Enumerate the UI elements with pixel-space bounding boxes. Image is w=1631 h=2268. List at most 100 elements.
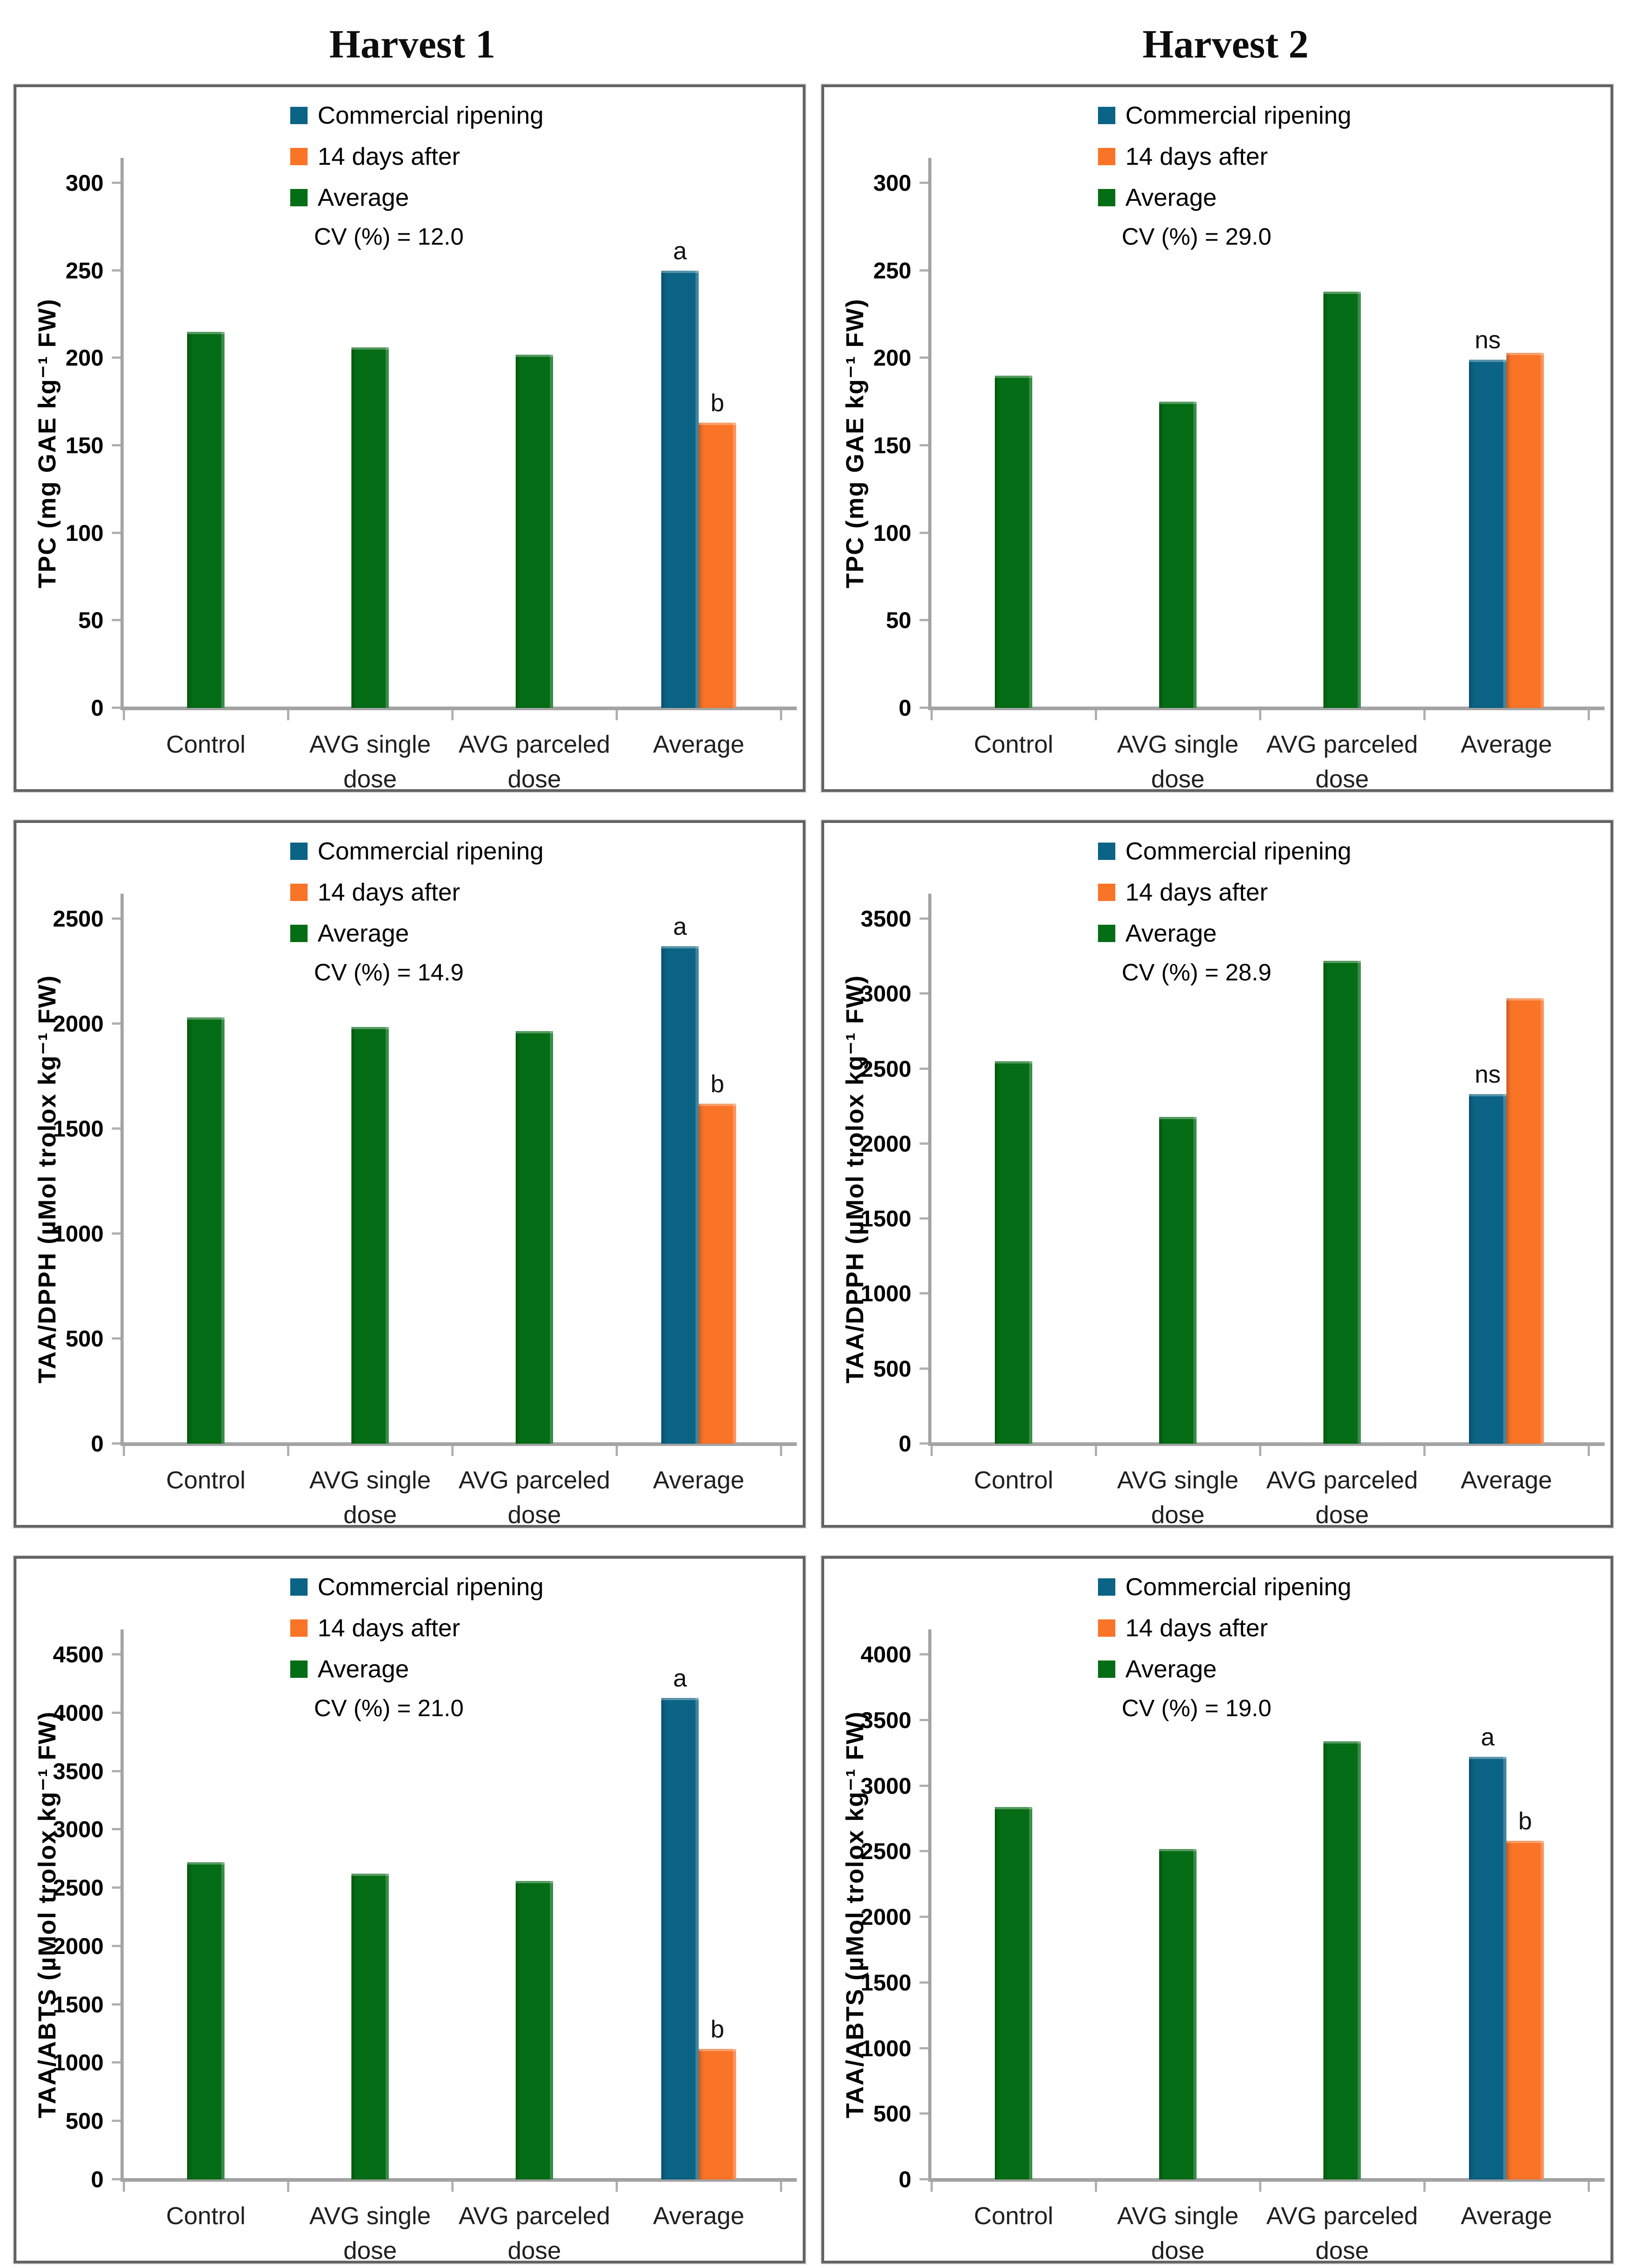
legend-item-commercial-ripening: Commercial ripening [1098, 102, 1351, 129]
category-label-control: Control [120, 727, 291, 762]
category-label-avg-parceled-dose: AVG parceled dose [1257, 2199, 1427, 2268]
x-tick-mark [616, 710, 618, 720]
bar-14-days-after-average [699, 423, 736, 708]
legend-item-14-days-after: 14 days after [1098, 1614, 1351, 1642]
bar-average-avg-parceled-dose [516, 354, 553, 708]
legend-item-commercial-ripening: Commercial ripening [290, 838, 544, 865]
bar-average-avg-single-dose [351, 347, 389, 708]
y-tick-label: 2500 [52, 906, 104, 932]
significance-letter: b [1518, 1807, 1532, 1835]
y-axis-line [120, 158, 124, 710]
y-tick-label: 0 [899, 2167, 911, 2192]
legend: Commercial ripening 14 days after Averag… [290, 1573, 544, 1697]
y-tick-mark [112, 619, 120, 622]
bar-average-avg-parceled-dose [1323, 291, 1361, 708]
legend-swatch-average-icon [290, 925, 308, 942]
category-label-avg-single-dose: AVG single dose [285, 2199, 455, 2268]
y-tick-label: 300 [873, 170, 911, 196]
y-tick-mark [112, 2061, 120, 2064]
y-tick-label: 250 [873, 257, 911, 283]
y-tick-label: 3000 [860, 981, 911, 1007]
x-tick-mark [287, 2182, 289, 2192]
category-label-average: Average [1421, 2199, 1592, 2233]
category-label-line: dose [1151, 765, 1205, 793]
legend-label: Commercial ripening [318, 1573, 544, 1601]
category-label-avg-single-dose: AVG single dose [285, 727, 455, 796]
row-abts: Commercial ripening 14 days after Averag… [0, 1556, 1631, 2266]
x-tick-mark [1588, 2182, 1590, 2192]
legend-item-commercial-ripening: Commercial ripening [1098, 1573, 1352, 1601]
y-tick-mark [920, 992, 928, 995]
bar-14-days-after-average [1506, 352, 1544, 708]
category-label-line: dose [507, 765, 561, 793]
category-label-line: dose [507, 2237, 561, 2264]
category-label-control: Control [120, 1463, 291, 1498]
category-label-line: AVG parceled [1266, 731, 1418, 758]
y-axis-line [928, 1629, 931, 2182]
bar-14-days-after-average [1506, 1841, 1544, 2179]
significance-letter: a [673, 912, 687, 940]
cv-value: CV (%) = 21.0 [314, 1695, 464, 1722]
y-tick-label: 2500 [52, 1875, 104, 1901]
y-tick-label: 100 [873, 520, 911, 546]
legend-item-commercial-ripening: Commercial ripening [1098, 838, 1352, 865]
category-label-line: Control [973, 1467, 1054, 1494]
cv-value: CV (%) = 14.9 [314, 959, 464, 986]
y-tick-mark [920, 619, 928, 622]
category-label-average: Average [613, 727, 784, 762]
bar-average-control [187, 331, 225, 708]
y-tick-mark [920, 269, 928, 272]
y-tick-mark [920, 531, 928, 534]
significance-letter: a [673, 1664, 687, 1692]
y-tick-label: 3500 [52, 1758, 104, 1784]
y-tick-label: 4000 [860, 1642, 911, 1667]
legend-item-commercial-ripening: Commercial ripening [290, 102, 544, 129]
row-tpc: Commercial ripening 14 days after Averag… [0, 84, 1631, 793]
category-label-average: Average [613, 1463, 784, 1498]
legend-label: Commercial ripening [318, 102, 544, 129]
x-axis-line [928, 1442, 1605, 1446]
category-axis-labels: Control AVG single dose AVG parceled dose Ave… [931, 1444, 1589, 1530]
y-tick-label: 3500 [860, 906, 911, 932]
legend-label: Commercial ripening [1125, 1573, 1352, 1601]
y-tick-label: 2500 [860, 1838, 911, 1865]
category-axis-labels: Control AVG single dose AVG parceled dose Ave… [931, 2179, 1589, 2266]
x-tick-mark [931, 2182, 933, 2192]
bar-average-avg-single-dose [1159, 1116, 1197, 1444]
x-tick-mark [1259, 2182, 1261, 2192]
y-axis-line [928, 158, 931, 710]
y-tick-label: 50 [886, 608, 911, 634]
bar-average-control [187, 1862, 225, 2179]
legend-item-average: Average [1098, 920, 1351, 947]
significance-letter: b [710, 389, 725, 417]
legend-label: Average [1125, 920, 1217, 947]
y-axis-line [120, 1629, 124, 2182]
plot-area: 0 500 1000 1500 2000 2500 3000 3500 ns Control AVG… [861, 894, 1605, 1529]
category-label-avg-single-dose: AVG single dose [1093, 1463, 1263, 1532]
legend-item-14-days-after: 14 days after [290, 1614, 544, 1642]
y-tick-mark [920, 356, 928, 359]
y-tick-label: 300 [65, 170, 104, 196]
legend-swatch-14-days-after-icon [290, 148, 308, 165]
legend-label: Commercial ripening [1125, 838, 1352, 865]
y-axis-title: TAA/ABTS (µMol trolox kg⁻¹ FW) [33, 1711, 61, 2119]
x-axis-line [120, 1442, 797, 1446]
y-tick-mark [112, 531, 120, 534]
bar-average-avg-single-dose [1159, 1849, 1197, 2179]
x-tick-mark [123, 2182, 125, 2192]
bar-14-days-after-average [1506, 998, 1544, 1444]
x-tick-mark [780, 710, 782, 720]
legend-label: 14 days after [1125, 1614, 1268, 1642]
bar-average-avg-single-dose [1159, 402, 1197, 708]
y-tick-mark [112, 1442, 120, 1445]
x-axis-line [928, 2178, 1605, 2182]
category-label-line: Control [166, 2202, 246, 2230]
category-label-line: Average [1460, 2202, 1553, 2230]
y-tick-mark [112, 269, 120, 272]
category-axis-labels: Control AVG single dose AVG parceled dose Ave… [124, 1444, 781, 1530]
y-tick-mark [112, 182, 120, 184]
y-tick-mark [112, 917, 120, 920]
x-tick-mark [1095, 1446, 1097, 1456]
cv-value: CV (%) = 12.0 [314, 224, 464, 250]
